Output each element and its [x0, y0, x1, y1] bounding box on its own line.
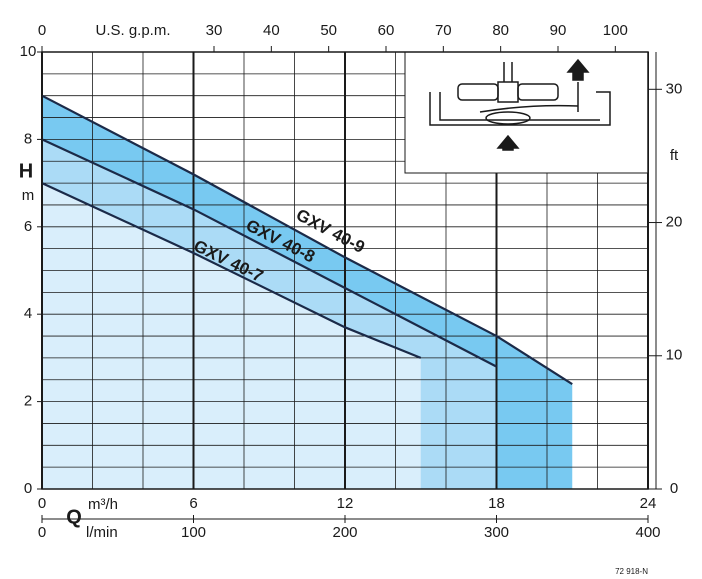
x-tick-label: 12 [337, 495, 354, 512]
x2-tick-label: 300 [484, 524, 509, 541]
x3-tick-label: 90 [550, 22, 567, 39]
x2-tick-label: 400 [635, 524, 660, 541]
y2-tick-label: 10 [666, 347, 683, 364]
y2-tick-label: 20 [666, 214, 683, 231]
inset-panel [404, 51, 649, 174]
y-tick-label: 6 [24, 218, 32, 235]
y2-tick-label: 30 [666, 80, 683, 97]
x-tick-label: 18 [488, 495, 505, 512]
x3-unit: U.S. g.p.m. [95, 22, 170, 39]
x3-tick-label: 70 [435, 22, 452, 39]
y-unit: m [22, 187, 35, 204]
curve [41, 138, 498, 368]
y-tick-label: 0 [24, 480, 32, 497]
y-tick-label: 10 [20, 43, 37, 60]
x3-tick-label: 40 [263, 22, 280, 39]
x3-tick-label: 0 [38, 22, 46, 39]
code: 72 918-N [615, 567, 648, 576]
x2-tick-label: 0 [38, 524, 46, 541]
y-tick-label: 4 [24, 305, 32, 322]
x2-tick-label: 100 [181, 524, 206, 541]
x-tick-label: 6 [189, 495, 197, 512]
y-tick-label: 2 [24, 393, 32, 410]
x3-tick-label: 30 [206, 22, 223, 39]
x-tick-label: 24 [640, 495, 657, 512]
y2-tick-label: 0 [670, 480, 678, 497]
curve [41, 94, 573, 386]
plot-frame [41, 51, 649, 490]
y-symbol: H [19, 160, 33, 182]
x2-tick-label: 200 [332, 524, 357, 541]
x3-tick-label: 60 [378, 22, 395, 39]
x-tick-label: 0 [38, 495, 46, 512]
y2-unit: ft [670, 147, 679, 164]
y-tick-label: 8 [24, 130, 32, 147]
curve [41, 182, 422, 359]
x2-unit: l/min [86, 524, 118, 541]
x-unit: m³/h [88, 496, 118, 513]
x3-tick-label: 50 [320, 22, 337, 39]
x3-tick-label: 80 [492, 22, 509, 39]
x3-tick-label: 100 [603, 22, 628, 39]
pump-diagram [429, 58, 611, 151]
x-symbol: Q [66, 506, 82, 528]
